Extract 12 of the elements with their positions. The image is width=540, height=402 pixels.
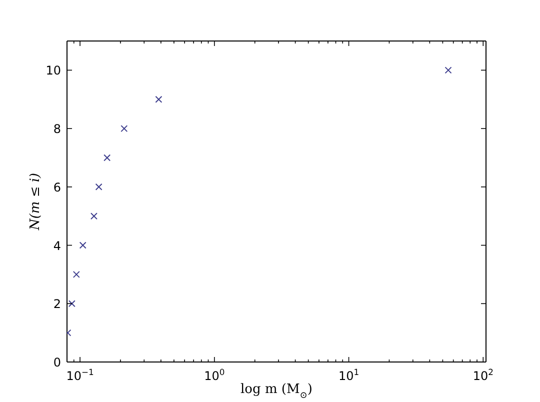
y-axis-title: N(m ≤ i) [28, 172, 43, 232]
x-tick-label: 10$^{1}$ [338, 367, 360, 383]
y-tick-label: 0 [53, 356, 61, 370]
y-tick-label: 6 [53, 180, 61, 194]
y-tick-label: 8 [53, 122, 61, 136]
x-tick-label: 10$^{2}$ [472, 367, 494, 383]
x-tick-label: 10$^{−1}$ [66, 367, 94, 383]
y-tick-label: 2 [53, 297, 61, 312]
y-tick-label: 4 [53, 238, 61, 253]
x-axis-title: log m (M$_{⊙}$) [240, 382, 312, 401]
x-tick-label: 10$^{0}$ [204, 367, 225, 383]
y-tick-label: 10 [46, 64, 61, 78]
